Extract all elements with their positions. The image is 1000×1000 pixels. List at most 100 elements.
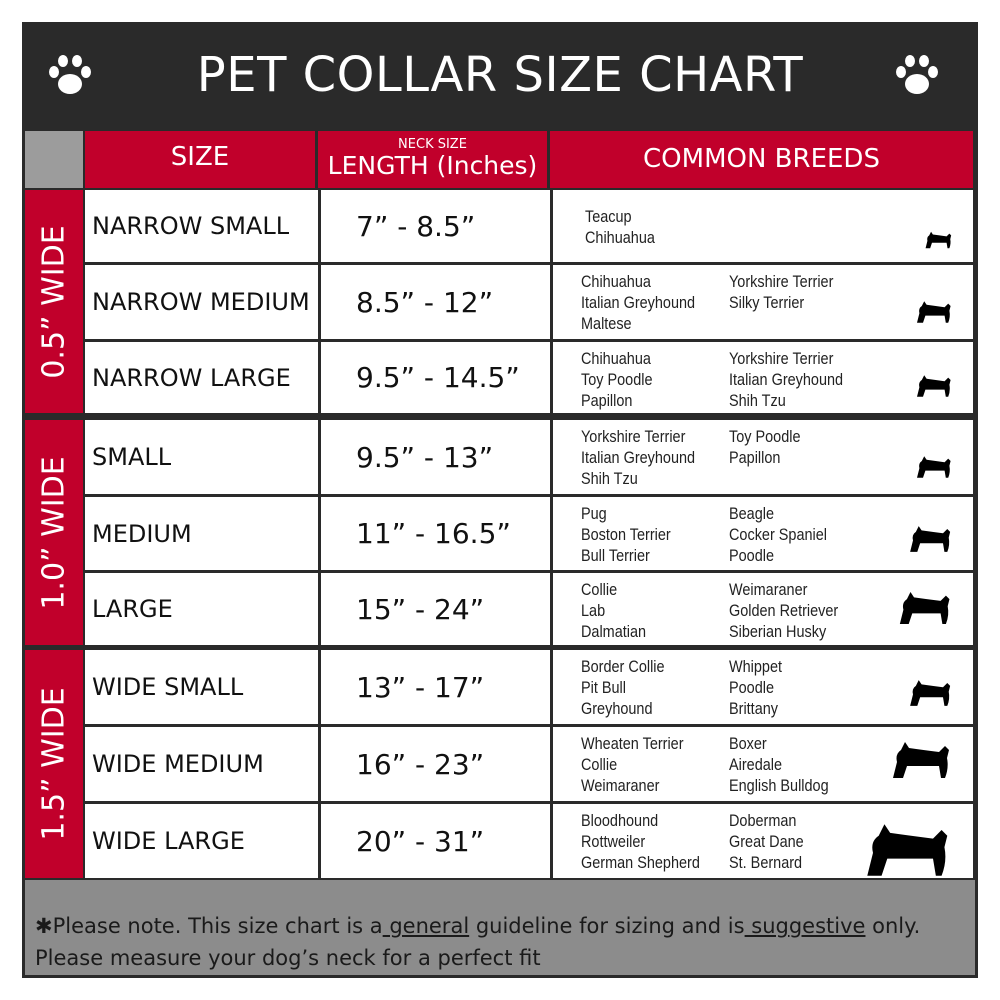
breeds-cell: Yorkshire Terrier Italian Greyhound Shih T… <box>550 420 973 494</box>
length-cell: 13” - 17” <box>318 650 547 724</box>
note-text: guideline for sizing and is <box>469 914 745 938</box>
breed: English Bulldog <box>729 776 829 795</box>
breeds-cell: Wheaten Terrier Collie Weimaraner Boxer Air… <box>550 727 973 801</box>
breed: Whippet <box>729 657 783 676</box>
breed: Golden Retriever <box>729 601 839 620</box>
size-cell: SMALL <box>92 443 172 471</box>
breed: German Shepherd <box>581 853 700 872</box>
breed: Bull Terrier <box>581 546 650 565</box>
breed: Lab <box>581 601 606 620</box>
table-row: NARROW MEDIUM 8.5” - 12” Chihuahua Italia… <box>85 265 973 339</box>
note-text: ✱Please note. This size chart is a <box>35 914 383 938</box>
breed: Doberman <box>729 811 797 830</box>
breed: Poodle <box>729 678 774 697</box>
breed: Shih Tzu <box>581 469 638 488</box>
dog-silhouette-icon <box>910 680 951 706</box>
header-neck-size: NECK SIZE <box>398 137 467 152</box>
header-corner <box>25 131 83 188</box>
length-cell: 9.5” - 14.5” <box>318 342 547 413</box>
dog-silhouette-icon <box>925 231 952 249</box>
breed: Yorkshire Terrier <box>581 427 686 446</box>
breed: Great Dane <box>729 832 804 851</box>
length-cell: 15” - 24” <box>318 573 547 645</box>
length-cell: 7” - 8.5” <box>318 190 547 262</box>
breed: Silky Terrier <box>729 293 805 312</box>
footer-note: ✱Please note. This size chart is a gener… <box>25 880 975 975</box>
dog-silhouette-icon <box>917 456 951 478</box>
note-general: general <box>382 914 470 938</box>
table-row: WIDE LARGE 20” - 31” Bloodhound Rottweile… <box>85 804 973 878</box>
breed: Beagle <box>729 504 774 523</box>
size-cell: NARROW SMALL <box>92 212 290 240</box>
breed: Papillon <box>581 391 633 410</box>
breed: Collie <box>581 580 618 599</box>
breed: Pug <box>581 504 607 523</box>
breed: Brittany <box>729 699 778 718</box>
breeds-cell: Border Collie Pit Bull Greyhound Whippet Po… <box>550 650 973 724</box>
breed: Maltese <box>581 314 632 333</box>
size-cell: NARROW MEDIUM <box>92 288 310 316</box>
group-label-text: 0.5” WIDE <box>36 224 72 379</box>
breed: Weimaraner <box>729 580 808 599</box>
breed: Collie <box>581 755 618 774</box>
breed: Cocker Spaniel <box>729 525 827 544</box>
breed: Greyhound <box>581 699 653 718</box>
breed: Siberian Husky <box>729 622 827 641</box>
note-suggestive: suggestive <box>744 914 866 938</box>
breeds-cell: Collie Lab Dalmatian Weimaraner Golden Retr… <box>550 573 973 645</box>
breed: Papillon <box>729 448 781 467</box>
dog-silhouette-icon <box>867 824 948 876</box>
group-label: 0.5” WIDE <box>25 190 83 413</box>
table-row: WIDE SMALL 13” - 17” Border Collie Pit Bu… <box>85 650 973 724</box>
breed: Rottweiler <box>581 832 646 851</box>
dog-silhouette-icon <box>917 375 951 397</box>
length-cell: 11” - 16.5” <box>318 497 547 570</box>
breed: Dalmatian <box>581 622 647 641</box>
group-label-text: 1.0” WIDE <box>36 455 72 610</box>
breed: Italian Greyhound <box>581 448 696 467</box>
breed: Pit Bull <box>581 678 626 697</box>
length-cell: 9.5” - 13” <box>318 420 547 494</box>
note-text: only. <box>865 914 921 938</box>
dog-silhouette-icon <box>899 592 950 624</box>
breed: Chihuahua <box>585 228 655 247</box>
length-cell: 16” - 23” <box>318 727 547 801</box>
breed: Weimaraner <box>581 776 660 795</box>
dog-silhouette-icon <box>893 742 949 778</box>
breed: Toy Poodle <box>729 427 801 446</box>
breed: Italian Greyhound <box>581 293 696 312</box>
group-label: 1.5” WIDE <box>25 650 83 878</box>
table-row: WIDE MEDIUM 16” - 23” Wheaten Terrier Col… <box>85 727 973 801</box>
paw-icon <box>896 55 938 94</box>
length-cell: 8.5” - 12” <box>318 265 547 339</box>
paw-icon <box>49 55 91 94</box>
breed: Wheaten Terrier <box>581 734 684 753</box>
table-row: SMALL 9.5” - 13” Yorkshire Terrier Italia… <box>85 420 973 494</box>
breed: Yorkshire Terrier <box>729 272 834 291</box>
group-label: 1.0” WIDE <box>25 420 83 645</box>
header-length: NECK SIZE LENGTH (Inches) <box>318 131 547 188</box>
table-row: NARROW SMALL 7” - 8.5” Teacup Chihuahua <box>85 190 973 262</box>
breed: Italian Greyhound <box>729 370 844 389</box>
breeds-cell: Chihuahua Toy Poodle Papillon Yorkshire Te… <box>550 342 973 413</box>
size-cell: WIDE SMALL <box>92 673 244 701</box>
size-cell: WIDE LARGE <box>92 827 245 855</box>
dog-silhouette-icon <box>910 526 951 552</box>
breed: Boxer <box>729 734 767 753</box>
header-size: SIZE <box>85 131 315 188</box>
breed: Bloodhound <box>581 811 659 830</box>
header-length-label: LENGTH (Inches) <box>327 151 538 180</box>
breed: Poodle <box>729 546 774 565</box>
breeds-cell: Teacup Chihuahua <box>550 190 973 262</box>
note-line2: Please measure your dog’s neck for a per… <box>35 946 541 970</box>
table-row: NARROW LARGE 9.5” - 14.5” Chihuahua Toy P… <box>85 342 973 413</box>
breed: Border Collie <box>581 657 665 676</box>
breed: Teacup <box>585 207 632 226</box>
breeds-cell: Bloodhound Rottweiler German Shepherd Dobe… <box>550 804 973 878</box>
dog-silhouette-icon <box>917 301 951 323</box>
size-cell: MEDIUM <box>92 519 192 548</box>
breed: Yorkshire Terrier <box>729 349 834 368</box>
breeds-cell: Chihuahua Italian Greyhound Maltese Yorksh… <box>550 265 973 339</box>
group-label-text: 1.5” WIDE <box>36 687 72 841</box>
length-cell: 20” - 31” <box>318 804 547 878</box>
